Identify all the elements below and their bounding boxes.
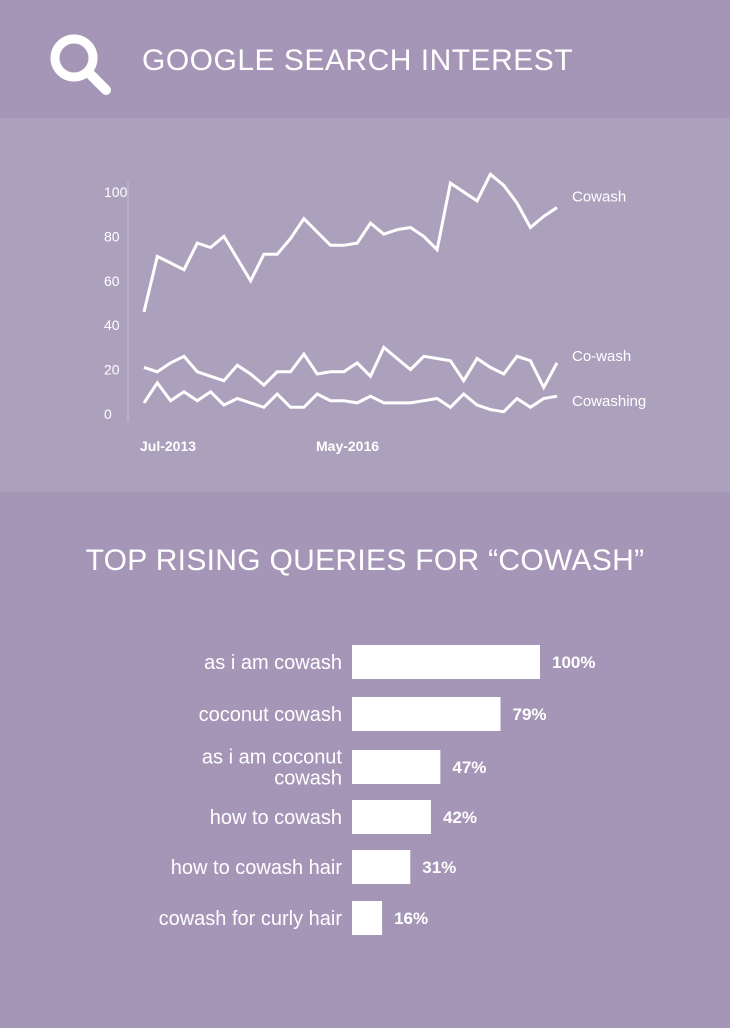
bar-value-label: 79% bbox=[513, 705, 547, 724]
bar-category-label: how to cowash hair bbox=[171, 857, 343, 879]
series-line-co-wash bbox=[143, 344, 559, 391]
series-label: Co-wash bbox=[572, 348, 631, 365]
bar bbox=[352, 901, 383, 935]
y-tick-label: 20 bbox=[104, 362, 120, 378]
bar-category-label: cowash bbox=[274, 768, 342, 790]
header: GOOGLE SEARCH INTEREST bbox=[0, 0, 730, 118]
y-tick-label: 80 bbox=[104, 228, 120, 244]
bar-value-label: 47% bbox=[452, 758, 486, 777]
bar bbox=[352, 645, 540, 679]
y-tick-label: 100 bbox=[104, 184, 128, 200]
series-line-cowashing bbox=[142, 380, 558, 414]
bar-category-label: coconut cowash bbox=[199, 704, 342, 726]
bar-value-label: 31% bbox=[422, 858, 456, 877]
y-tick-label: 0 bbox=[104, 406, 112, 422]
bar bbox=[352, 697, 501, 731]
y-tick-label: 60 bbox=[104, 273, 120, 289]
rising-queries-title: TOP RISING QUERIES FOR “COWASH” bbox=[85, 544, 645, 577]
series-label: Cowashing bbox=[572, 393, 646, 410]
bar-category-label: how to cowash bbox=[210, 807, 342, 829]
trend-chart-panel: 0 20 40 60 80 100 Jul-2013 May-2016 Cowash Co-was… bbox=[0, 118, 730, 492]
bar-value-label: 16% bbox=[394, 909, 428, 928]
bar bbox=[352, 750, 441, 784]
bar-value-label: 100% bbox=[552, 653, 595, 672]
x-tick-label: Jul-2013 bbox=[140, 438, 196, 454]
y-tick-label: 40 bbox=[104, 317, 120, 333]
x-tick-label: May-2016 bbox=[316, 438, 379, 454]
bar-category-label: as i am cowash bbox=[204, 652, 342, 674]
trend-line-chart: 0 20 40 60 80 100 Jul-2013 May-2016 Cowash Co-was… bbox=[104, 171, 646, 454]
series-line-cowash bbox=[142, 171, 558, 313]
bar bbox=[352, 850, 411, 884]
bar-category-label: as i am coconut bbox=[202, 747, 343, 769]
page-title: GOOGLE SEARCH INTEREST bbox=[142, 44, 574, 77]
bar-value-label: 42% bbox=[443, 808, 477, 827]
bar bbox=[352, 800, 431, 834]
search-icon bbox=[50, 34, 111, 95]
rising-queries-section: TOP RISING QUERIES FOR “COWASH” 100% as i… bbox=[0, 492, 730, 1028]
series-label: Cowash bbox=[572, 189, 626, 206]
bar-category-label: cowash for curly hair bbox=[159, 908, 343, 930]
rising-queries-bar-chart: 100% as i am cowash 79% coconut cowash 47% as… bbox=[159, 645, 595, 935]
